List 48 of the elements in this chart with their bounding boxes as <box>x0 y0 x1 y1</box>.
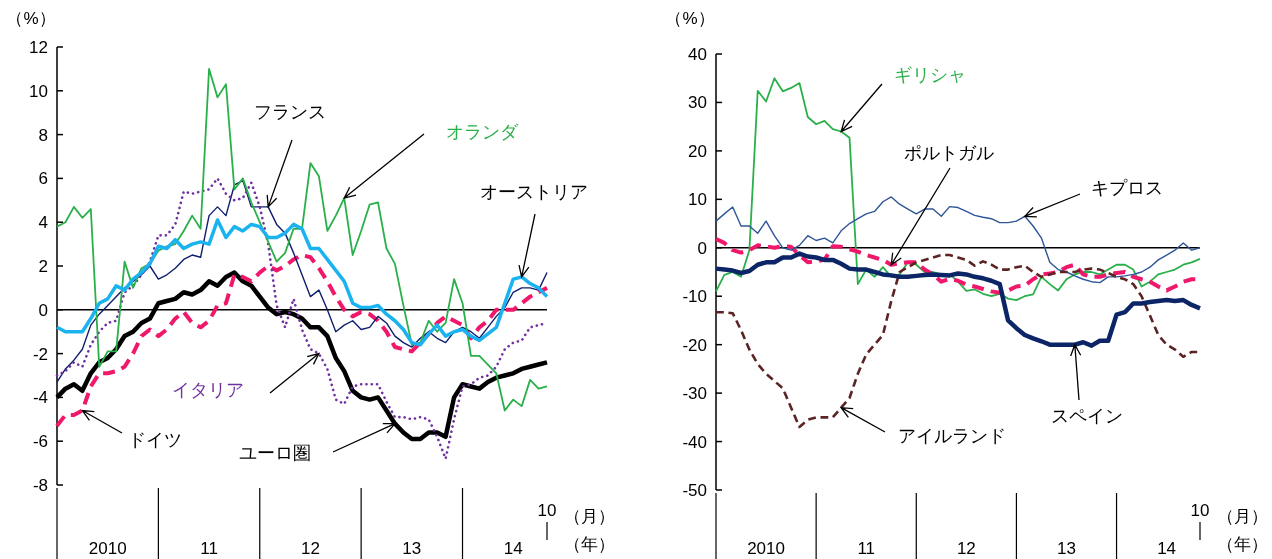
x-tick-label: 12 <box>300 539 320 558</box>
x-tick-label: 11 <box>200 539 218 558</box>
y-tick-label: -8 <box>32 476 48 495</box>
x-tick-label: 14 <box>503 539 523 558</box>
y-tick-label: -40 <box>682 432 707 452</box>
y-tick-label: -2 <box>32 344 48 364</box>
y-tick-label: 0 <box>697 238 707 258</box>
text: フランス <box>254 102 326 122</box>
y-tick-label: 0 <box>38 300 48 320</box>
x-axis-title: （月） <box>1216 507 1268 526</box>
y-tick-label: -20 <box>682 335 707 355</box>
x-tick-label: 14 <box>1157 539 1177 558</box>
x-tick-label: 11 <box>857 539 876 558</box>
x-tick-label: 12 <box>956 539 976 558</box>
y-tick-label: -50 <box>682 481 707 500</box>
y-axis-title: （%） <box>6 9 56 28</box>
y-tick-label: 10 <box>688 190 707 210</box>
y-tick-label: -30 <box>682 384 707 404</box>
text: （年） <box>1216 535 1268 554</box>
text: キプロス <box>1091 178 1163 198</box>
text: オランダ <box>446 122 519 142</box>
text: イタリア <box>172 380 244 400</box>
text: ユーロ圏 <box>239 443 311 463</box>
y-tick-label: 30 <box>688 93 707 113</box>
y-tick-label: 4 <box>38 213 48 233</box>
y-tick-label: -4 <box>32 388 48 408</box>
y-axis-title: （%） <box>665 9 715 28</box>
y-tick-label: 40 <box>688 45 707 64</box>
x-tick-label: 2010 <box>747 539 785 558</box>
y-tick-label: -10 <box>682 287 707 307</box>
x-tick-label: 13 <box>1057 539 1076 558</box>
text: オーストリア <box>480 182 588 202</box>
y-tick-label: 12 <box>29 38 48 57</box>
text: ポルトガル <box>904 143 994 163</box>
text: ギリシャ <box>894 65 966 85</box>
y-tick-label: 8 <box>38 125 48 145</box>
x-axis-title: （月） <box>563 507 615 526</box>
y-tick-label: 2 <box>38 257 48 276</box>
y-tick-label: 20 <box>688 141 707 161</box>
text: ドイツ <box>128 430 182 450</box>
y-tick-label: -6 <box>32 432 48 452</box>
y-tick-label: 10 <box>29 81 48 101</box>
y-tick-label: 6 <box>38 169 48 189</box>
x-tick-label: 2010 <box>88 539 127 558</box>
x-tick-label: 13 <box>402 539 422 558</box>
text: アイルランド <box>898 426 1006 446</box>
text: スペイン <box>1051 406 1123 426</box>
text: （年） <box>563 535 615 554</box>
